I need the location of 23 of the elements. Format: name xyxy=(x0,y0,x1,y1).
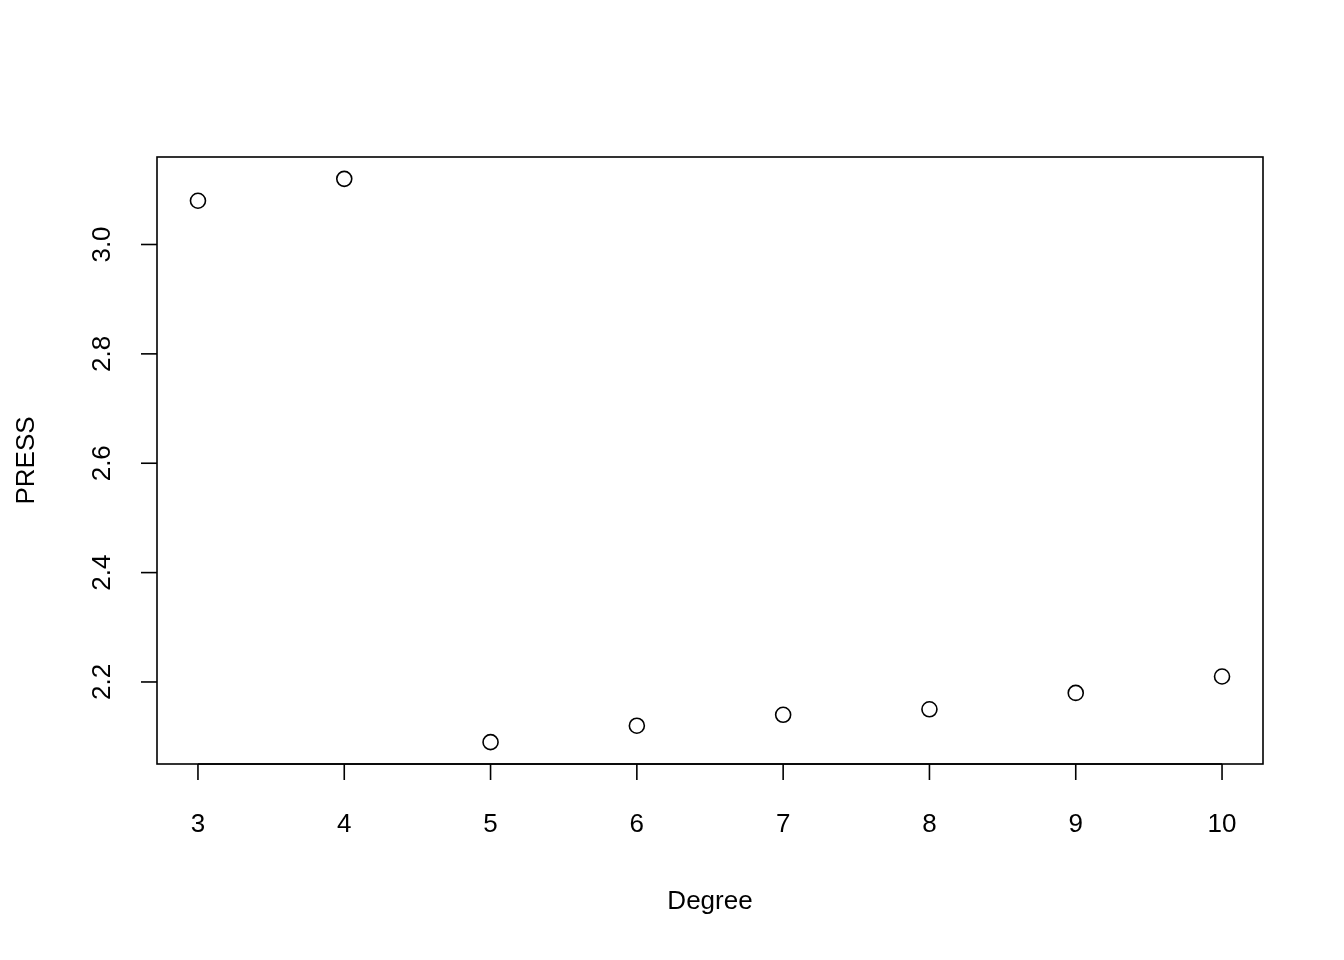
y-tick-label: 3.0 xyxy=(86,226,116,263)
x-tick-label: 3 xyxy=(190,808,206,838)
point xyxy=(482,733,499,751)
x-tick-label: 9 xyxy=(1068,808,1083,838)
point xyxy=(921,701,938,718)
x-tick-label: 10 xyxy=(1207,808,1237,838)
x-tick-label: 5 xyxy=(483,808,498,838)
x-axis-title: Degree xyxy=(667,885,753,915)
y-tick-label: 2.4 xyxy=(86,554,116,591)
x-tick-label: 8 xyxy=(922,808,937,838)
y-tick-label: 2.8 xyxy=(86,335,116,372)
y-tick-label: 2.2 xyxy=(86,663,116,701)
point xyxy=(774,706,792,724)
point xyxy=(1067,684,1085,702)
point xyxy=(628,717,646,735)
point xyxy=(1213,668,1231,685)
point xyxy=(335,170,353,188)
x-tick-label: 6 xyxy=(629,808,645,838)
y-tick-label: 2.6 xyxy=(86,445,116,482)
y-axis-title: PRESS xyxy=(10,416,40,505)
point xyxy=(189,192,207,210)
x-tick-label: 7 xyxy=(775,808,791,838)
x-tick-label: 4 xyxy=(337,808,352,838)
